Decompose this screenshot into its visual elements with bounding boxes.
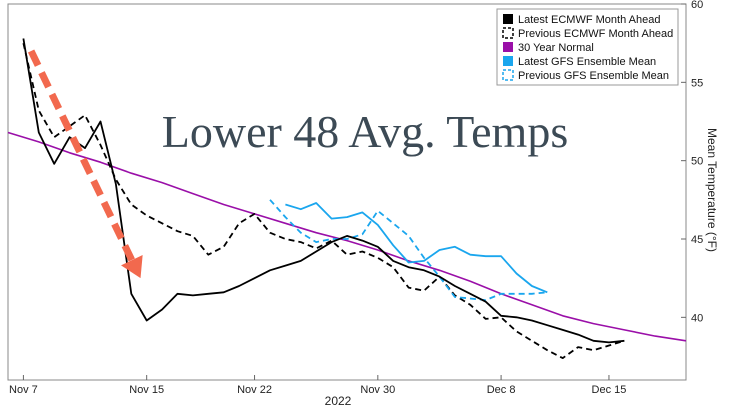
legend-swatch-4 <box>502 69 514 81</box>
legend-swatch-3 <box>503 56 513 66</box>
y-tick-label: 45 <box>691 234 703 246</box>
arrow-shaft <box>27 49 135 262</box>
legend-label-2: 30 Year Normal <box>518 42 594 54</box>
x-tick-label: Nov 15 <box>129 384 164 396</box>
series-layer <box>7 38 687 360</box>
y-axis-label: Mean Temperature (°F) <box>705 128 719 252</box>
series-line-2 <box>7 131 687 342</box>
legend: Latest ECMWF Month Ahead Previous ECMWF M… <box>496 8 679 86</box>
y-tick-label: 60 <box>691 0 703 11</box>
legend-label-3: Latest GFS Ensemble Mean <box>518 56 656 68</box>
series-line-4 <box>269 199 548 302</box>
legend-swatch-0 <box>503 14 513 24</box>
legend-label-4: Previous GFS Ensemble Mean <box>518 70 669 82</box>
x-tick-label: Nov 22 <box>237 384 272 396</box>
y-tick-label: 40 <box>691 312 703 324</box>
x-tick-label: Nov 30 <box>360 384 395 396</box>
series-line-3 <box>285 202 548 294</box>
x-tick-label: Dec 8 <box>487 384 516 396</box>
legend-box <box>496 8 679 86</box>
plot-area <box>7 3 687 381</box>
overlay-title: Lower 48 Avg. Temps <box>162 106 568 157</box>
series-line-1 <box>22 42 625 360</box>
y-tick-label: 55 <box>691 77 703 89</box>
x-axis: Nov 7 Nov 15 Nov 22 Nov 30 Dec 8 Dec 15 <box>9 375 626 396</box>
arrow-head <box>121 254 143 279</box>
legend-label-0: Latest ECMWF Month Ahead <box>518 14 660 26</box>
legend-label-1: Previous ECMWF Month Ahead <box>518 28 673 40</box>
y-tick-label: 50 <box>691 156 703 168</box>
x-tick-label: Nov 7 <box>9 384 38 396</box>
plot-frame <box>7 3 687 381</box>
x-tick-label: Dec 15 <box>592 384 627 396</box>
y-axis: 60 55 50 45 40 <box>681 0 703 324</box>
x-axis-label: 2022 <box>325 394 352 408</box>
trend-arrow <box>27 49 143 279</box>
series-line-0 <box>22 38 625 344</box>
legend-swatch-2 <box>503 42 513 52</box>
legend-swatch-1 <box>502 27 514 39</box>
